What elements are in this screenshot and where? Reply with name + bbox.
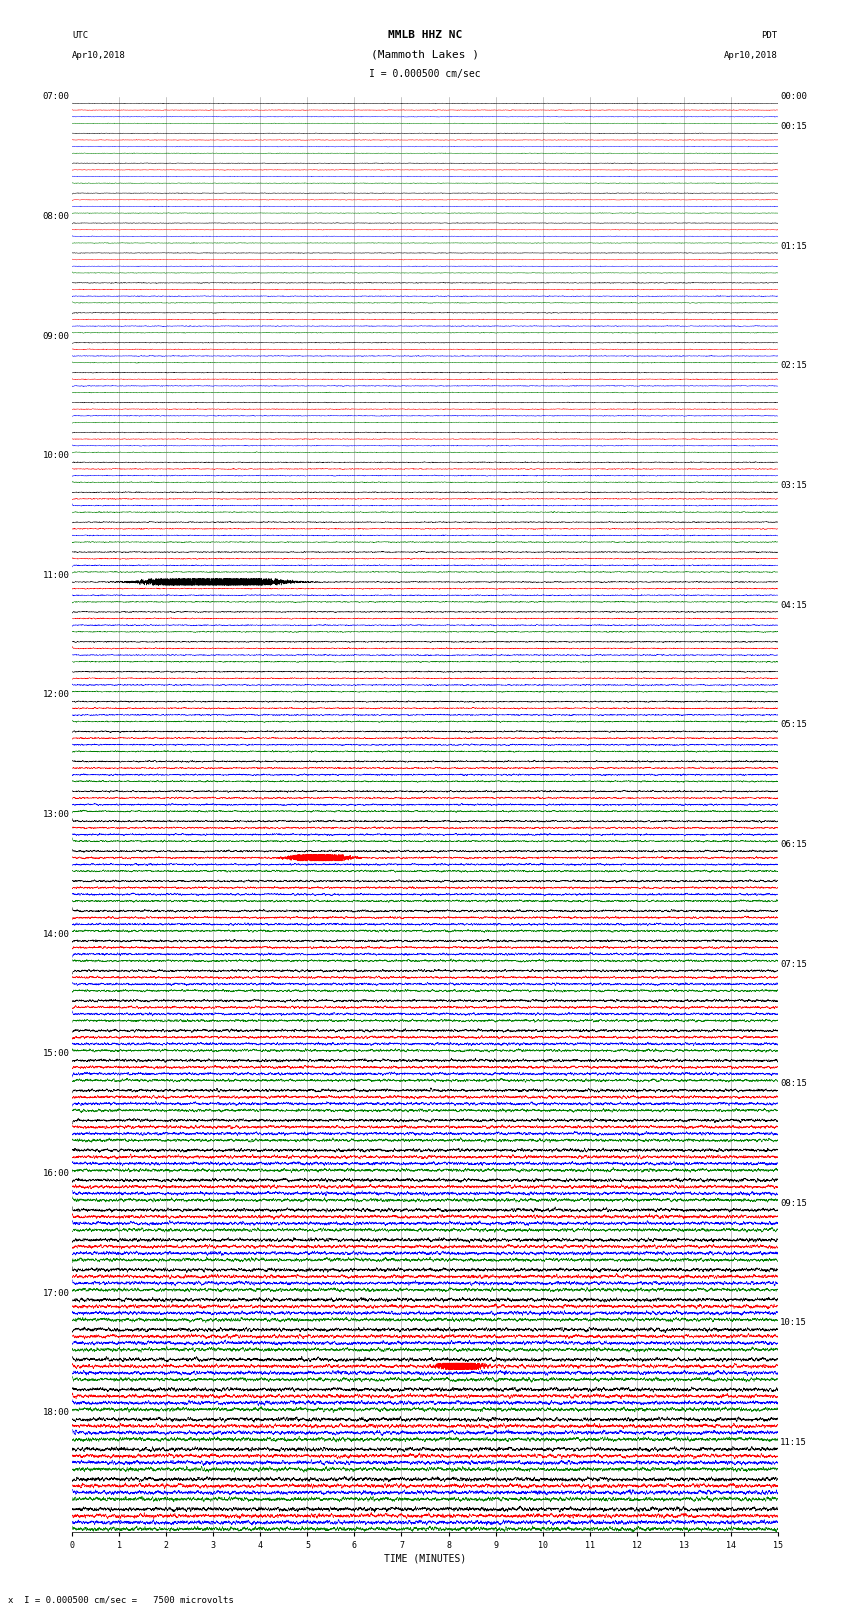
Text: (Mammoth Lakes ): (Mammoth Lakes ) bbox=[371, 50, 479, 60]
Text: 11:00: 11:00 bbox=[42, 571, 70, 579]
Text: 09:00: 09:00 bbox=[42, 332, 70, 340]
Text: MMLB HHZ NC: MMLB HHZ NC bbox=[388, 31, 462, 40]
Text: 01:15: 01:15 bbox=[780, 242, 808, 250]
Text: x  I = 0.000500 cm/sec =   7500 microvolts: x I = 0.000500 cm/sec = 7500 microvolts bbox=[8, 1595, 235, 1605]
Text: 18:00: 18:00 bbox=[42, 1408, 70, 1418]
Text: 10:15: 10:15 bbox=[780, 1318, 808, 1327]
Text: 10:00: 10:00 bbox=[42, 452, 70, 460]
Text: 07:00: 07:00 bbox=[42, 92, 70, 102]
Text: 04:15: 04:15 bbox=[780, 600, 808, 610]
X-axis label: TIME (MINUTES): TIME (MINUTES) bbox=[384, 1553, 466, 1563]
Text: PDT: PDT bbox=[762, 31, 778, 40]
Text: 12:00: 12:00 bbox=[42, 690, 70, 700]
Text: 08:00: 08:00 bbox=[42, 211, 70, 221]
Text: Apr10,2018: Apr10,2018 bbox=[724, 50, 778, 60]
Text: 14:00: 14:00 bbox=[42, 929, 70, 939]
Text: 13:00: 13:00 bbox=[42, 810, 70, 819]
Text: 09:15: 09:15 bbox=[780, 1198, 808, 1208]
Text: I = 0.000500 cm/sec: I = 0.000500 cm/sec bbox=[369, 69, 481, 79]
Text: 00:15: 00:15 bbox=[780, 123, 808, 131]
Text: 07:15: 07:15 bbox=[780, 960, 808, 968]
Text: 06:15: 06:15 bbox=[780, 840, 808, 848]
Text: UTC: UTC bbox=[72, 31, 88, 40]
Text: 02:15: 02:15 bbox=[780, 361, 808, 371]
Text: 15:00: 15:00 bbox=[42, 1050, 70, 1058]
Text: 17:00: 17:00 bbox=[42, 1289, 70, 1297]
Text: 00:00: 00:00 bbox=[780, 92, 808, 102]
Text: Apr10,2018: Apr10,2018 bbox=[72, 50, 126, 60]
Text: 08:15: 08:15 bbox=[780, 1079, 808, 1089]
Text: 03:15: 03:15 bbox=[780, 481, 808, 490]
Text: 11:15: 11:15 bbox=[780, 1439, 808, 1447]
Text: 05:15: 05:15 bbox=[780, 721, 808, 729]
Text: 16:00: 16:00 bbox=[42, 1169, 70, 1177]
